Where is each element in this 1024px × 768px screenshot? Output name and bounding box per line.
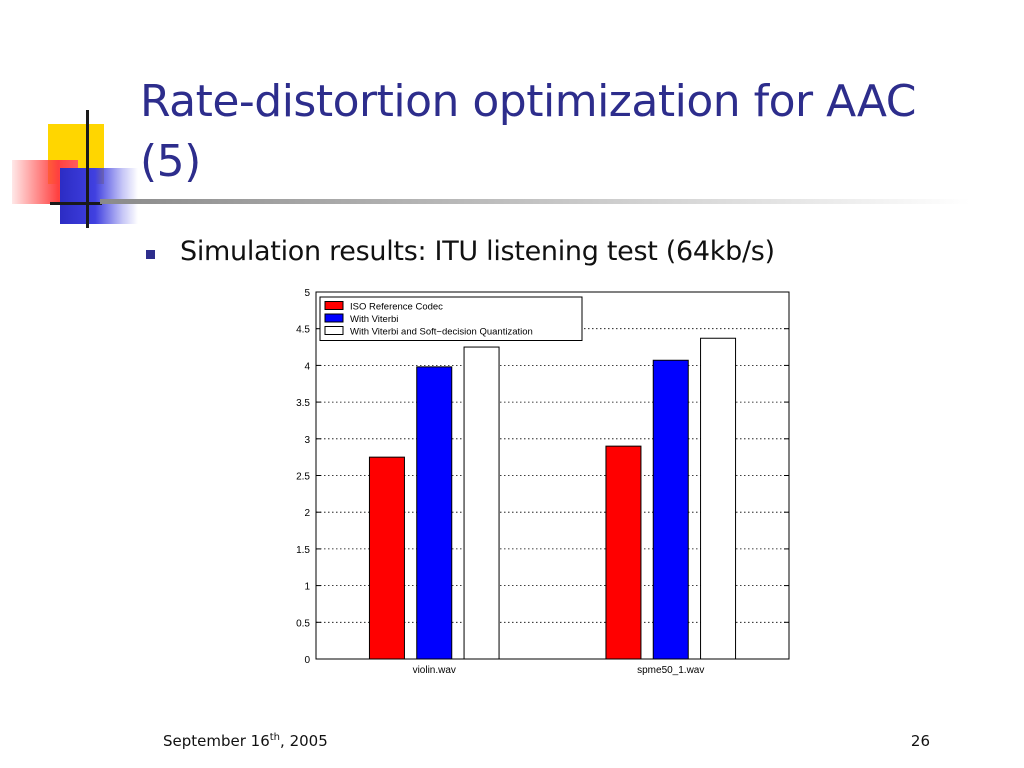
title-underline <box>100 199 970 204</box>
bar <box>700 337 737 660</box>
legend-box <box>319 296 583 341</box>
y-tick-label: 1 <box>304 582 310 593</box>
legend-label: With Viterbi <box>350 314 398 325</box>
y-tick-label: 3 <box>304 435 310 446</box>
bar <box>605 445 642 660</box>
y-tick-label: 2 <box>304 508 310 519</box>
legend-swatch <box>324 326 344 335</box>
slide-title: Rate-distortion optimization for AAC (5) <box>140 76 916 187</box>
footer-date-tail: , 2005 <box>280 732 328 750</box>
x-tick-label: violin.wav <box>413 665 456 676</box>
footer-date: September 16th, 2005 <box>163 732 328 750</box>
y-tick-label: 5 <box>304 288 310 299</box>
footer-date-main: September 16 <box>163 732 270 750</box>
decor-horizontal-line <box>50 202 102 205</box>
y-tick-label: 0.5 <box>296 618 310 629</box>
bar <box>368 456 405 660</box>
y-tick-label: 4.5 <box>296 325 310 336</box>
legend-label: ISO Reference Codec <box>350 302 443 313</box>
y-tick-label: 4 <box>304 361 310 372</box>
bar <box>416 366 453 660</box>
x-tick-label: spme50_1.wav <box>637 665 704 676</box>
legend-swatch <box>324 301 344 310</box>
page-number: 26 <box>910 732 930 750</box>
bar <box>652 359 689 660</box>
y-tick-label: 1.5 <box>296 545 310 556</box>
bullet-square-icon <box>146 250 155 259</box>
plot-frame <box>315 291 790 660</box>
y-tick-label: 0 <box>304 655 310 666</box>
decor-vertical-line <box>86 110 89 228</box>
footer-date-sup: th <box>269 732 281 743</box>
y-tick-label: 3.5 <box>296 398 310 409</box>
y-tick-label: 2.5 <box>296 472 310 483</box>
bar <box>463 346 500 660</box>
bullet-text: Simulation results: ITU listening test (… <box>180 236 775 267</box>
bar-chart: 0 0.5 1 1.5 2 2.5 3 3.5 4 4.5 5 violin.wav spme50_1.… <box>296 288 790 676</box>
legend-swatch <box>324 313 344 323</box>
legend-label: With Viterbi and Soft−decision Quantizat… <box>350 327 533 338</box>
decor-blue-square <box>60 168 138 224</box>
